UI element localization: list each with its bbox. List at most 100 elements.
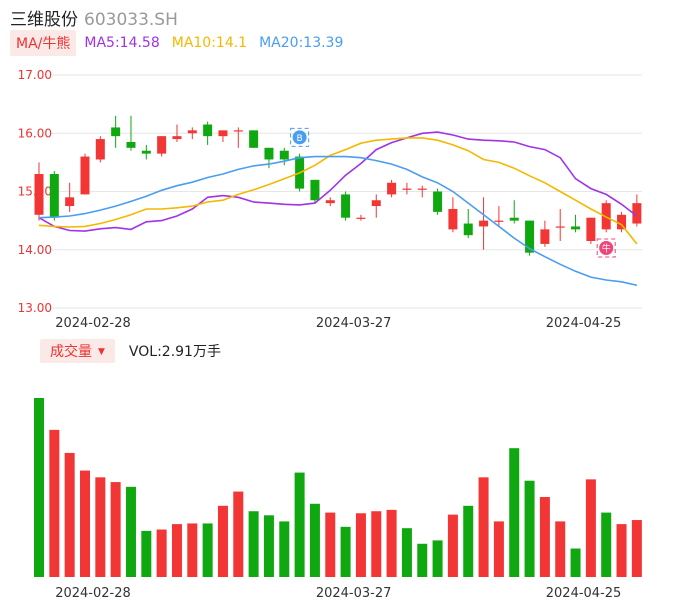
candle-body bbox=[433, 191, 443, 212]
volume-bar bbox=[570, 548, 581, 577]
price-axis-date-label: 2024-04-25 bbox=[546, 316, 622, 331]
stock-title: 三维股份 603033.SH bbox=[10, 5, 178, 30]
volume-bar bbox=[386, 509, 397, 577]
price-axis-date-label: 2024-03-27 bbox=[316, 316, 392, 331]
chevron-down-icon: ▼ bbox=[98, 347, 105, 357]
candle-body bbox=[111, 127, 121, 137]
volume-value: VOL:2.91万手 bbox=[128, 344, 221, 360]
volume-bar bbox=[355, 513, 366, 577]
candle-body bbox=[34, 174, 44, 215]
candle-body bbox=[571, 226, 581, 230]
candle-body bbox=[387, 182, 397, 195]
volume-bar bbox=[233, 491, 244, 577]
volume-axis-date-label: 2024-03-27 bbox=[316, 586, 392, 601]
volume-bar bbox=[187, 523, 198, 577]
stock-code: 603033.SH bbox=[84, 10, 178, 30]
volume-bar bbox=[202, 523, 213, 577]
volume-bar bbox=[601, 512, 612, 577]
volume-bar bbox=[294, 472, 305, 577]
volume-selector-button[interactable]: 成交量 ▼ bbox=[40, 339, 115, 363]
candle-body bbox=[525, 220, 535, 253]
volume-bar bbox=[79, 470, 90, 577]
candle-body bbox=[233, 130, 243, 132]
candle-body bbox=[65, 197, 75, 207]
candle-body bbox=[203, 124, 213, 137]
ma5-value: MA5:14.58 bbox=[84, 34, 160, 51]
volume-axis-date-label: 2024-04-25 bbox=[546, 586, 622, 601]
volume-bar bbox=[509, 448, 520, 577]
volume-bar bbox=[401, 528, 412, 577]
ma10-line bbox=[38, 137, 638, 245]
volume-bar bbox=[478, 477, 489, 577]
ma-indicator-row: MA/牛熊 MA5:14.58 MA10:14.1 MA20:13.39 bbox=[10, 29, 355, 56]
candle-body bbox=[494, 220, 504, 222]
volume-selector-label: 成交量 bbox=[50, 344, 92, 360]
price-axis-date-label: 2024-02-28 bbox=[55, 316, 131, 331]
volume-indicator-row: 成交量 ▼ VOL:2.91万手 bbox=[40, 339, 221, 363]
candle-body bbox=[279, 150, 289, 160]
volume-bar bbox=[156, 529, 167, 577]
price-axis-label: 14.00 bbox=[18, 243, 52, 257]
volume-bar bbox=[524, 480, 535, 577]
candle-body bbox=[95, 139, 105, 160]
candle-body bbox=[632, 203, 642, 224]
sell-signal-marker: 牛 bbox=[596, 238, 616, 258]
volume-bar bbox=[616, 524, 627, 577]
candle-body bbox=[586, 217, 596, 242]
volume-bar bbox=[34, 398, 44, 577]
buy-signal-marker-label: B bbox=[297, 134, 303, 144]
stock-name: 三维股份 bbox=[10, 10, 78, 30]
volume-bar bbox=[585, 479, 596, 577]
candle-body bbox=[371, 200, 381, 207]
buy-signal-marker-dot bbox=[292, 130, 307, 145]
candle-body bbox=[264, 147, 274, 160]
volume-bar bbox=[463, 505, 474, 577]
candle-body bbox=[402, 188, 412, 190]
volume-bar bbox=[309, 503, 320, 577]
volume-bar bbox=[555, 521, 566, 577]
volume-bar bbox=[141, 530, 152, 577]
volume-bar bbox=[49, 429, 60, 577]
volume-bar bbox=[371, 511, 382, 577]
candle-body bbox=[310, 179, 320, 201]
sell-signal-marker-label: 牛 bbox=[602, 243, 611, 255]
ma-selector-button[interactable]: MA/牛熊 bbox=[10, 29, 77, 56]
candle-body bbox=[479, 220, 489, 227]
volume-bar bbox=[631, 520, 642, 577]
sell-signal-marker-dot bbox=[599, 241, 614, 256]
candle-body bbox=[341, 194, 351, 218]
price-axis-label: 16.00 bbox=[18, 126, 52, 140]
candle-body bbox=[49, 174, 59, 218]
candle-body bbox=[356, 217, 366, 219]
candle-body bbox=[540, 229, 550, 244]
volume-bar bbox=[125, 486, 136, 577]
volume-bar bbox=[95, 477, 106, 577]
volume-bar bbox=[539, 496, 550, 577]
candle-body bbox=[218, 130, 228, 137]
candle-body bbox=[555, 226, 565, 228]
volume-bar bbox=[110, 482, 121, 577]
price-axis-label: 17.00 bbox=[18, 68, 52, 82]
candle-body bbox=[249, 130, 259, 148]
volume-bar bbox=[171, 524, 182, 577]
candle-body bbox=[463, 223, 473, 236]
ma10-value: MA10:14.1 bbox=[171, 34, 248, 51]
candle-body bbox=[325, 200, 335, 204]
sell-signal-marker-frame bbox=[596, 238, 616, 258]
volume-bar bbox=[447, 514, 458, 577]
volume-bar bbox=[248, 511, 259, 577]
volume-bar bbox=[217, 505, 228, 577]
candle-body bbox=[417, 188, 427, 190]
volume-axis-date-label: 2024-02-28 bbox=[55, 586, 131, 601]
volume-bar bbox=[417, 543, 428, 577]
price-axis-label: 13.00 bbox=[18, 301, 52, 315]
volume-bar bbox=[325, 512, 336, 577]
volume-bar bbox=[64, 452, 75, 577]
ma5-line bbox=[38, 131, 638, 232]
candle-body bbox=[157, 136, 167, 154]
candle-body bbox=[80, 156, 90, 195]
candle-body bbox=[141, 150, 151, 154]
candle-body bbox=[126, 141, 136, 148]
